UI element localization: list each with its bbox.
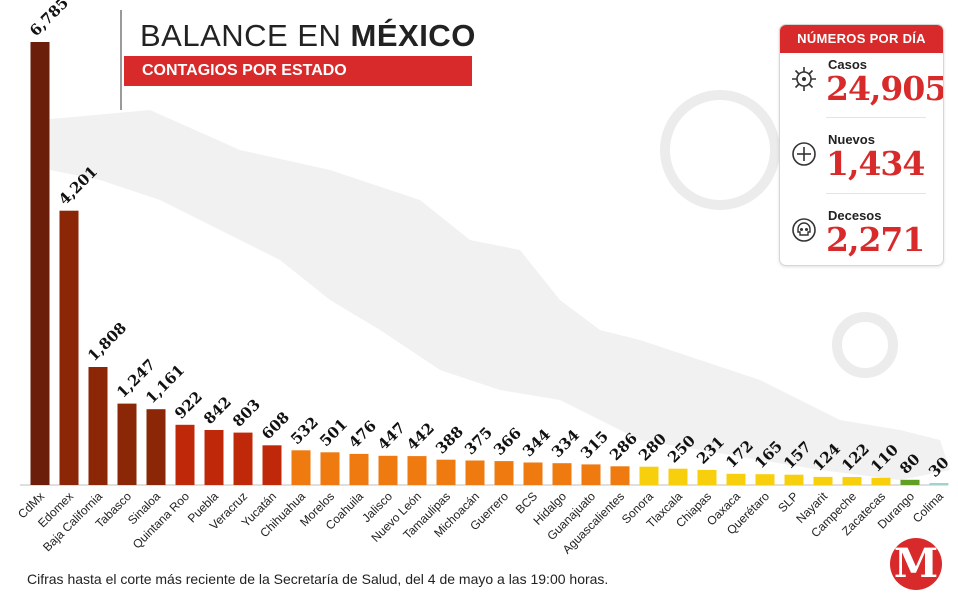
skull-icon [792, 218, 816, 242]
value-label-28: 122 [838, 440, 873, 475]
bar-24 [726, 473, 746, 485]
bar-1 [59, 210, 79, 485]
bar-12 [378, 455, 398, 485]
bar-18 [552, 463, 572, 485]
stat-divider [826, 117, 926, 118]
page-title: BALANCE EN MÉXICO [140, 18, 476, 54]
stats-card: NÚMEROS POR DÍA Casos 24,905 Nuevos 1,43… [779, 24, 944, 266]
bar-7 [233, 432, 253, 485]
value-label-10: 501 [316, 415, 351, 450]
stat-casos: Casos 24,905 [780, 55, 943, 115]
value-label-9: 532 [287, 413, 322, 448]
stat-value: 2,271 [826, 220, 925, 259]
mexico-map-silhouette [40, 110, 950, 480]
bar-10 [320, 452, 340, 485]
value-label-15: 375 [461, 423, 496, 458]
value-label-5: 922 [171, 388, 206, 423]
virus-icon [792, 67, 816, 91]
stat-nuevos: Nuevos 1,434 [780, 130, 943, 190]
stat-label: Nuevos [828, 132, 875, 147]
bar-13 [407, 456, 427, 485]
value-label-21: 280 [635, 430, 670, 465]
value-label-1: 4,201 [55, 163, 101, 209]
value-label-16: 366 [490, 424, 525, 459]
bar-17 [523, 462, 543, 485]
stat-decesos: Decesos 2,271 [780, 206, 943, 265]
value-label-25: 165 [751, 437, 786, 472]
stats-header: NÚMEROS POR DÍA [780, 25, 943, 53]
bar-6 [204, 430, 224, 485]
value-label-7: 803 [229, 396, 264, 431]
bars-layer [30, 42, 949, 485]
bar-23 [697, 469, 717, 485]
value-label-6: 842 [200, 393, 235, 428]
bar-26 [784, 474, 804, 485]
title-bold: MÉXICO [350, 18, 476, 53]
bar-14 [436, 459, 456, 485]
subtitle: CONTAGIOS POR ESTADO [142, 62, 347, 79]
value-label-11: 476 [345, 417, 380, 452]
value-label-8: 608 [258, 408, 293, 443]
value-label-29: 110 [867, 441, 902, 476]
value-label-2: 1,808 [84, 319, 130, 365]
stat-label: Decesos [828, 208, 882, 223]
bar-28 [842, 477, 862, 485]
bar-0 [30, 42, 50, 485]
bar-22 [668, 468, 688, 485]
value-label-18: 334 [548, 426, 583, 461]
value-label-22: 250 [664, 432, 699, 467]
value-label-20: 286 [606, 429, 641, 464]
bar-16 [494, 461, 514, 485]
milenio-logo: M [890, 538, 942, 590]
value-label-19: 315 [577, 427, 612, 462]
category-label-31: Colima [910, 489, 947, 526]
stat-value: 1,434 [826, 144, 925, 183]
title-prefix: BALANCE EN [140, 18, 351, 53]
footnote: Cifras hasta el corte más reciente de la… [27, 571, 609, 587]
virus-decoration [660, 90, 898, 378]
bar-8 [262, 445, 282, 485]
stat-label: Casos [828, 57, 868, 72]
value-label-27: 124 [809, 440, 844, 475]
subtitle-bar: CONTAGIOS POR ESTADO [124, 56, 472, 86]
bar-2 [88, 367, 108, 485]
bar-4 [146, 409, 166, 485]
plus-circle-icon [792, 142, 816, 166]
value-label-13: 442 [403, 419, 438, 454]
value-label-31: 30 [925, 453, 952, 480]
bar-21 [639, 466, 659, 485]
value-label-26: 157 [780, 438, 815, 473]
value-label-14: 388 [432, 423, 467, 458]
bar-15 [465, 460, 485, 485]
bar-25 [755, 474, 775, 485]
bar-3 [117, 403, 137, 485]
value-label-12: 447 [374, 419, 409, 454]
bar-19 [581, 464, 601, 485]
bar-9 [291, 450, 311, 485]
bar-27 [813, 476, 833, 485]
logo-letter: M [893, 540, 939, 587]
bar-31 [929, 483, 949, 485]
bar-29 [871, 477, 891, 485]
value-label-23: 231 [693, 433, 728, 468]
stat-divider [826, 193, 926, 194]
value-label-0: 6,785 [26, 0, 72, 40]
stat-value: 24,905 [826, 69, 944, 108]
bar-5 [175, 424, 195, 485]
title-divider [120, 10, 122, 110]
bar-20 [610, 466, 630, 485]
value-label-17: 344 [519, 425, 554, 460]
value-label-24: 172 [722, 437, 757, 472]
bar-30 [900, 479, 920, 485]
bar-11 [349, 453, 369, 485]
